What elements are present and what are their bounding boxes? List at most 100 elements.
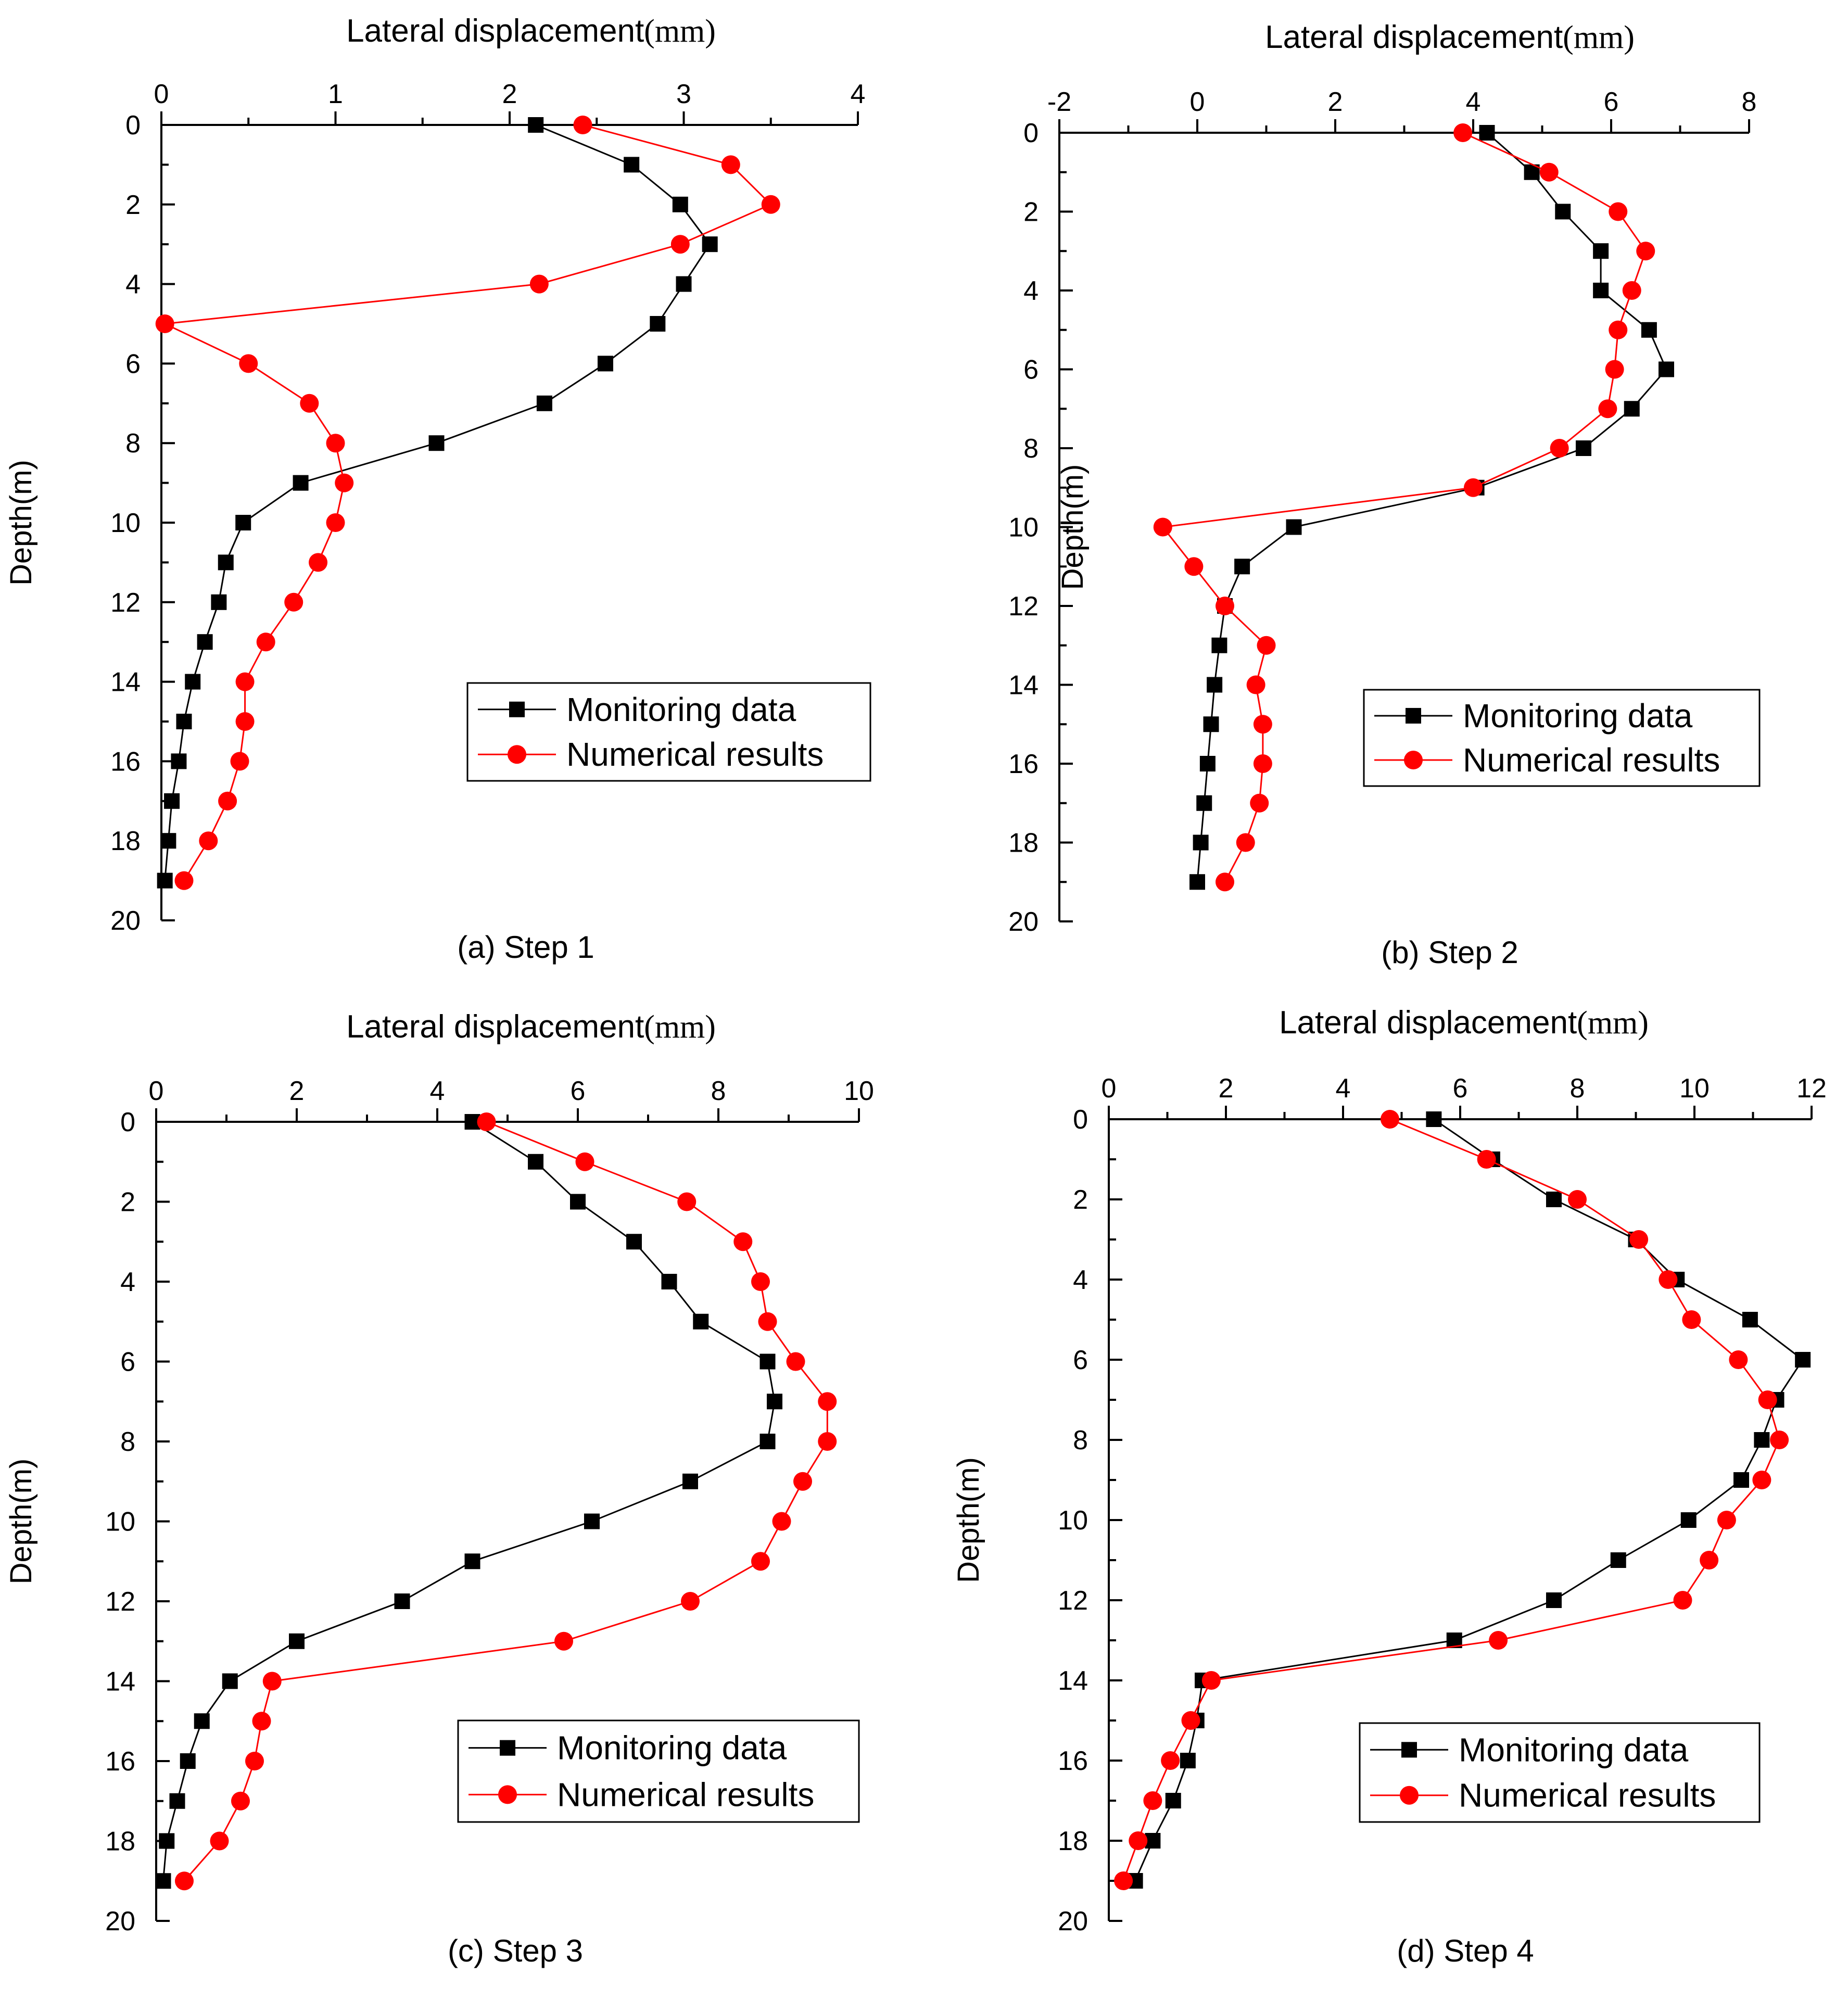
x-tick-label: 1 <box>328 79 343 109</box>
numerical-data-point <box>1161 1751 1180 1770</box>
x-axis-unit: (mm) <box>644 14 716 49</box>
monitoring-data-point <box>1624 401 1640 417</box>
y-tick-label: 2 <box>1023 197 1039 227</box>
numerical-data-point <box>245 1752 264 1770</box>
numerical-data-point <box>1453 123 1473 142</box>
numerical-data-point <box>262 1672 282 1691</box>
y-tick-label: 10 <box>1058 1505 1088 1536</box>
legend-box <box>466 682 871 782</box>
numerical-data-point <box>1539 162 1559 182</box>
x-tick-label: -2 <box>1047 87 1071 117</box>
monitoring-data-point <box>1576 440 1591 456</box>
numerical-data-point <box>210 1831 229 1851</box>
numerical-data-point <box>529 274 549 294</box>
x-axis-title: Lateral displacement(mm) <box>1279 1005 1649 1041</box>
monitoring-data-point <box>1189 874 1205 890</box>
numerical-data-point <box>1114 1871 1133 1890</box>
monitoring-data-point <box>1641 322 1657 338</box>
x-axis-title: Lateral displacement(mm) <box>1265 19 1635 55</box>
monitoring-data-point <box>160 833 176 849</box>
y-tick-label: 6 <box>125 349 141 379</box>
y-tick-label: 14 <box>1058 1666 1088 1696</box>
y-tick-label: 14 <box>1008 670 1039 701</box>
panel-caption: (b) Step 2 <box>1381 935 1518 970</box>
monitoring-data-point <box>1754 1432 1770 1448</box>
legend-label: Monitoring data <box>566 691 796 728</box>
numerical-data-point <box>1717 1511 1736 1529</box>
y-tick-label: 0 <box>125 110 141 141</box>
x-tick-label: 4 <box>430 1076 445 1106</box>
monitoring-data-point <box>661 1274 677 1289</box>
numerical-data-point <box>1236 833 1255 852</box>
legend-label: Monitoring data <box>1463 697 1693 735</box>
numerical-data-point <box>677 1192 697 1211</box>
legend-square-marker <box>1401 1742 1417 1758</box>
monitoring-data-point <box>1199 756 1216 771</box>
numerical-data-point <box>1129 1831 1148 1850</box>
y-tick-label: 8 <box>1073 1425 1088 1456</box>
monitoring-data-point <box>528 1154 543 1170</box>
numerical-data-point <box>793 1472 812 1491</box>
x-axis-unit: (mm) <box>1563 20 1635 55</box>
numerical-data-point <box>309 553 328 572</box>
monitoring-data-point <box>1680 1512 1697 1528</box>
numerical-data-point <box>174 871 194 890</box>
monitoring-data-point <box>1659 361 1674 377</box>
monitoring-data-point <box>1742 1312 1758 1327</box>
y-tick-label: 12 <box>1008 591 1039 622</box>
chart-panel-3: 0 2 4 6 8 10 0 2 4 6 8 10 12 14 16 18 20 Lateral displace… <box>4 1009 874 1968</box>
numerical-data-point <box>772 1512 791 1531</box>
x-tick-label: 2 <box>502 79 517 109</box>
chart-panel-2: -2 0 2 4 6 8 0 2 4 6 8 10 12 14 16 18 20 Lateral displace… <box>1008 19 1761 970</box>
x-axis-unit: (mm) <box>644 1009 716 1045</box>
monitoring-data-point <box>760 1353 776 1370</box>
numerical-data-point <box>554 1631 573 1651</box>
numerical-data-point <box>1489 1631 1508 1650</box>
x-tick-label: 0 <box>154 79 169 109</box>
monitoring-data-point <box>1610 1552 1626 1568</box>
monitoring-data-point <box>1165 1793 1181 1808</box>
y-axis-title: Depth(m) <box>952 1457 985 1583</box>
y-tick-label: 18 <box>105 1827 135 1857</box>
numerical-data-point <box>252 1712 271 1731</box>
y-tick-label: 16 <box>1008 749 1039 779</box>
y-tick-label: 18 <box>1008 828 1039 858</box>
monitoring-data-point <box>682 1473 698 1489</box>
x-tick-label: 8 <box>1570 1073 1585 1104</box>
legend-square-marker <box>509 701 525 717</box>
numerical-data-point <box>335 473 354 492</box>
x-tick-label: 4 <box>1466 87 1481 117</box>
y-tick-label: 12 <box>105 1587 135 1617</box>
numerical-data-point <box>721 155 740 174</box>
panel-caption: (c) Step 3 <box>448 1933 583 1968</box>
x-axis-title-text: Lateral displacement <box>346 1009 644 1045</box>
legend-label: Numerical results <box>1459 1777 1716 1814</box>
monitoring-data-point <box>1555 204 1571 220</box>
x-axis-title-text: Lateral displacement <box>1265 19 1563 55</box>
monitoring-data-point <box>624 157 640 173</box>
y-tick-label: 20 <box>1008 907 1039 937</box>
monitoring-data-point <box>1286 519 1302 535</box>
legend: Monitoring data Numerical results <box>457 1719 860 1823</box>
numerical-data-point <box>1729 1350 1748 1369</box>
numerical-data-point <box>1246 675 1265 694</box>
numerical-data-point <box>256 632 275 652</box>
legend-square-marker <box>500 1740 515 1756</box>
legend-box <box>1359 1722 1761 1823</box>
monitoring-data-point <box>293 475 309 491</box>
numerical-data-point <box>1609 320 1628 339</box>
numerical-data-point <box>1253 754 1272 773</box>
numerical-data-point <box>1622 281 1641 300</box>
numerical-data-point <box>326 513 345 532</box>
x-tick-label: 2 <box>1219 1073 1234 1104</box>
monitoring-data-point <box>164 793 180 809</box>
y-tick-label: 4 <box>120 1267 135 1297</box>
numerical-data-point <box>1682 1310 1701 1329</box>
y-tick-label: 6 <box>1073 1345 1088 1375</box>
x-tick-label: 0 <box>149 1076 164 1106</box>
monitoring-data-point <box>1593 243 1609 259</box>
numerical-data-point <box>1464 478 1483 497</box>
numerical-data-point <box>1184 557 1204 576</box>
numerical-data-point <box>818 1392 837 1411</box>
